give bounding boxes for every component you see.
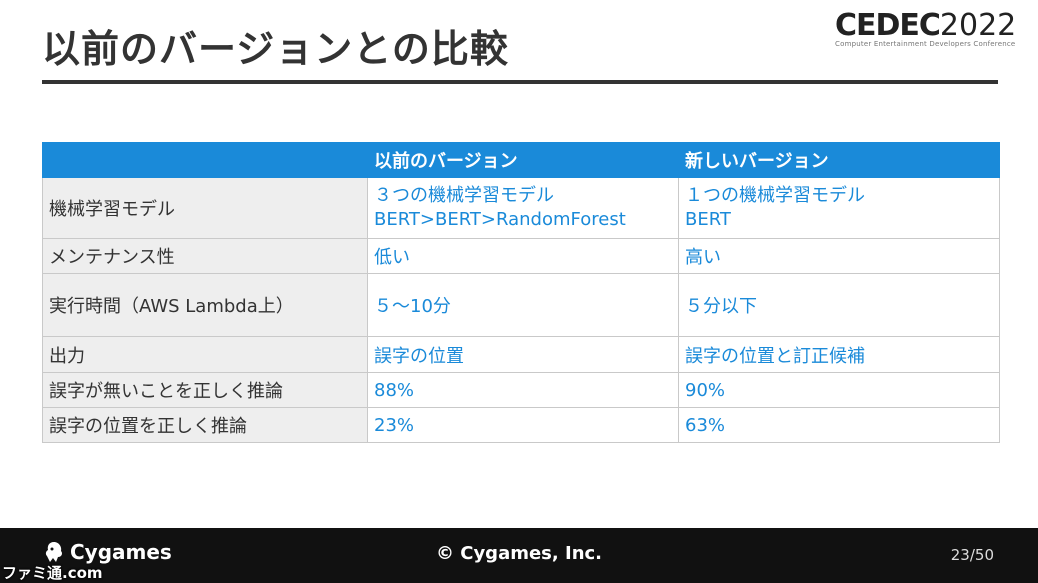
previous-value: 88% [367,372,679,408]
cygames-logo: Cygames [44,540,172,564]
row-label: 誤字の位置を正しく推論 [42,407,368,443]
brand-name: Cygames [70,540,172,564]
cygames-icon [45,542,62,562]
table-row: 実行時間（AWS Lambda上） ５～10分 ５分以下 [42,273,1000,337]
table-row: 機械学習モデル ３つの機械学習モデル BERT>BERT>RandomFores… [42,177,1000,239]
previous-value: 誤字の位置 [367,336,679,373]
logo-main: CEDEC2022 [835,8,1025,43]
value-line: １つの機械学習モデル [685,185,865,206]
new-value: 誤字の位置と訂正候補 [678,336,1000,373]
table-row: メンテナンス性 低い 高い [42,238,1000,274]
row-label: 機械学習モデル [42,177,368,239]
slide-footer: Cygames © Cygames, Inc. 23/50 [0,528,1038,583]
new-value: 63% [678,407,1000,443]
header-previous-version: 以前のバージョン [367,142,679,178]
row-label: 誤字が無いことを正しく推論 [42,372,368,408]
logo-text: CEDEC [835,8,941,43]
page-title: 以前のバージョンとの比較 [42,27,509,71]
table-header-row: 以前のバージョン 新しいバージョン [42,142,1000,178]
new-value: 高い [678,238,1000,274]
table-row: 出力 誤字の位置 誤字の位置と訂正候補 [42,336,1000,373]
row-label: 出力 [42,336,368,373]
row-label: メンテナンス性 [42,238,368,274]
comparison-table: 以前のバージョン 新しいバージョン 機械学習モデル ３つの機械学習モデル BER… [42,142,1000,443]
value-line: BERT>BERT>RandomForest [374,209,626,230]
copyright-text: © Cygames, Inc. [435,543,603,564]
header-new-version: 新しいバージョン [678,142,1000,178]
watermark: ファミ通.com [2,564,103,582]
previous-value: 23% [367,407,679,443]
new-value: １つの機械学習モデル BERT [678,177,1000,239]
logo-year: 2022 [939,8,1017,43]
title-divider [42,80,998,84]
header-blank [42,142,368,178]
table-row: 誤字の位置を正しく推論 23% 63% [42,407,1000,443]
page-number: 23/50 [950,546,994,564]
previous-value: ５～10分 [367,273,679,337]
cedec-logo: CEDEC2022 Computer Entertainment Develop… [835,8,1025,52]
previous-value: ３つの機械学習モデル BERT>BERT>RandomForest [367,177,679,239]
previous-value: 低い [367,238,679,274]
table-row: 誤字が無いことを正しく推論 88% 90% [42,372,1000,408]
new-value: ５分以下 [678,273,1000,337]
new-value: 90% [678,372,1000,408]
row-label: 実行時間（AWS Lambda上） [42,273,368,337]
value-line: ３つの機械学習モデル [374,185,554,206]
logo-subtitle: Computer Entertainment Developers Confer… [835,40,1016,48]
value-line: BERT [685,209,731,230]
